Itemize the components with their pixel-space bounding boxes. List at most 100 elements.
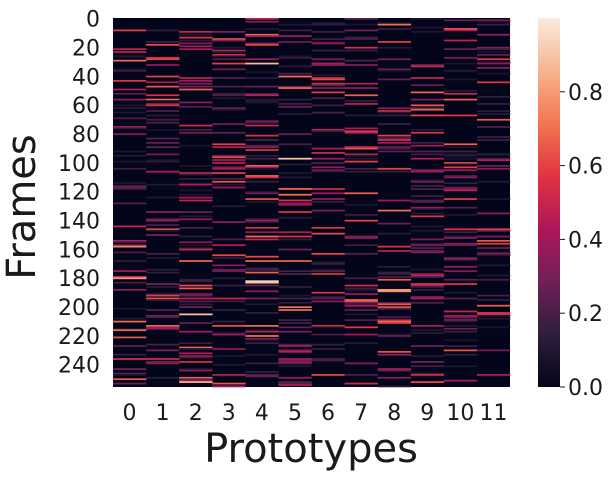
heatmap-cell — [377, 245, 412, 248]
heatmap-cell — [443, 175, 478, 177]
heatmap-cell — [212, 108, 246, 111]
heatmap-cell — [443, 242, 478, 245]
y-tick-label: 40 — [72, 65, 100, 90]
heatmap-cell — [311, 152, 345, 154]
heatmap-cell — [311, 58, 345, 61]
heatmap-cell — [344, 235, 378, 238]
heatmap-cell — [443, 146, 478, 149]
heatmap-cell — [212, 38, 246, 40]
heatmap-cell — [476, 33, 511, 36]
heatmap-cell — [410, 77, 445, 79]
y-tick-label: 20 — [72, 37, 100, 62]
heatmap-cell — [113, 111, 147, 114]
heatmap-cell — [344, 87, 378, 89]
heatmap-cell — [113, 276, 147, 278]
heatmap-cell — [344, 153, 378, 156]
heatmap-cell — [443, 157, 478, 160]
heatmap-cell — [476, 19, 511, 22]
heatmap-cell — [278, 199, 312, 202]
heatmap-cell — [377, 290, 412, 293]
heatmap-cell — [212, 166, 246, 169]
heatmap-cell — [113, 202, 147, 205]
heatmap-cell — [212, 332, 246, 334]
heatmap-cell — [212, 355, 246, 358]
heatmap-cell — [377, 368, 412, 370]
heatmap-cell — [212, 309, 246, 311]
heatmap-cell — [278, 286, 312, 288]
heatmap-cell — [410, 212, 445, 215]
heatmap-cell — [179, 235, 213, 238]
heatmap-cell — [212, 131, 246, 134]
heatmap-cell — [278, 362, 312, 365]
y-tick-label: 220 — [58, 325, 100, 350]
heatmap-cell — [278, 345, 312, 347]
heatmap-cell — [476, 58, 511, 61]
heatmap-cell — [179, 248, 213, 251]
heatmap-cell — [212, 264, 246, 267]
heatmap-cell — [146, 183, 180, 186]
heatmap-cell — [476, 103, 511, 105]
heatmap-cell — [311, 374, 345, 376]
heatmap-cell — [179, 88, 213, 91]
heatmap-cell — [245, 325, 279, 327]
heatmap-cell — [443, 330, 478, 333]
heatmap-cell — [179, 85, 213, 88]
y-tick-label: 180 — [58, 267, 100, 292]
heatmap-cell — [278, 75, 312, 78]
x-tick-label: 0 — [123, 401, 137, 426]
heatmap-cell — [212, 92, 246, 95]
x-tick-label: 2 — [189, 401, 203, 426]
heatmap-cell — [476, 314, 511, 317]
heatmap-cell — [245, 190, 279, 193]
heatmap-cell — [113, 382, 147, 385]
heatmap-cell — [245, 71, 279, 74]
heatmap-cell — [212, 221, 246, 223]
heatmap-cell — [278, 211, 312, 213]
heatmap-cell — [146, 314, 180, 317]
heatmap-cell — [212, 180, 246, 183]
heatmap-cell — [245, 124, 279, 127]
heatmap-cell — [410, 141, 445, 144]
heatmap-cell — [179, 218, 213, 221]
heatmap-cell — [212, 183, 246, 186]
heatmap-cell — [179, 278, 213, 281]
heatmap-cell — [443, 143, 478, 146]
heatmap-cells — [113, 18, 511, 388]
heatmap-cell — [245, 180, 279, 183]
heatmap-cell — [245, 33, 279, 36]
heatmap-cell — [113, 277, 147, 280]
heatmap-cell — [179, 189, 213, 192]
heatmap-cell — [212, 62, 246, 65]
heatmap-cell — [179, 144, 213, 147]
heatmap-cell — [476, 153, 511, 156]
heatmap-cell — [443, 353, 478, 356]
heatmap-cell — [113, 307, 147, 310]
heatmap-cell — [146, 297, 180, 300]
heatmap-cell — [146, 114, 180, 117]
heatmap-cell — [179, 82, 213, 85]
heatmap-cell — [443, 316, 478, 319]
x-tick-label: 8 — [387, 401, 401, 426]
heatmap-cell — [311, 147, 345, 150]
heatmap-cell — [146, 58, 180, 61]
heatmap-cell — [344, 287, 378, 290]
heatmap-cell — [278, 143, 312, 146]
heatmap-cell — [476, 51, 511, 53]
heatmap-cell — [377, 136, 412, 138]
heatmap-cell — [410, 274, 445, 277]
heatmap-cell — [113, 245, 147, 248]
heatmap-cell — [377, 58, 412, 61]
heatmap-cell — [443, 258, 478, 261]
heatmap-cell — [146, 98, 180, 101]
heatmap-cell — [113, 126, 147, 128]
heatmap-cell — [476, 159, 511, 161]
heatmap-cell — [344, 293, 378, 296]
heatmap-cell — [179, 247, 213, 249]
x-tick-label: 7 — [354, 401, 368, 426]
heatmap-cell — [278, 72, 312, 75]
heatmap-cell — [212, 300, 246, 303]
heatmap-cell — [146, 229, 180, 232]
heatmap-cell — [410, 286, 445, 288]
heatmap-cell — [476, 46, 511, 49]
heatmap-cell — [443, 114, 478, 117]
